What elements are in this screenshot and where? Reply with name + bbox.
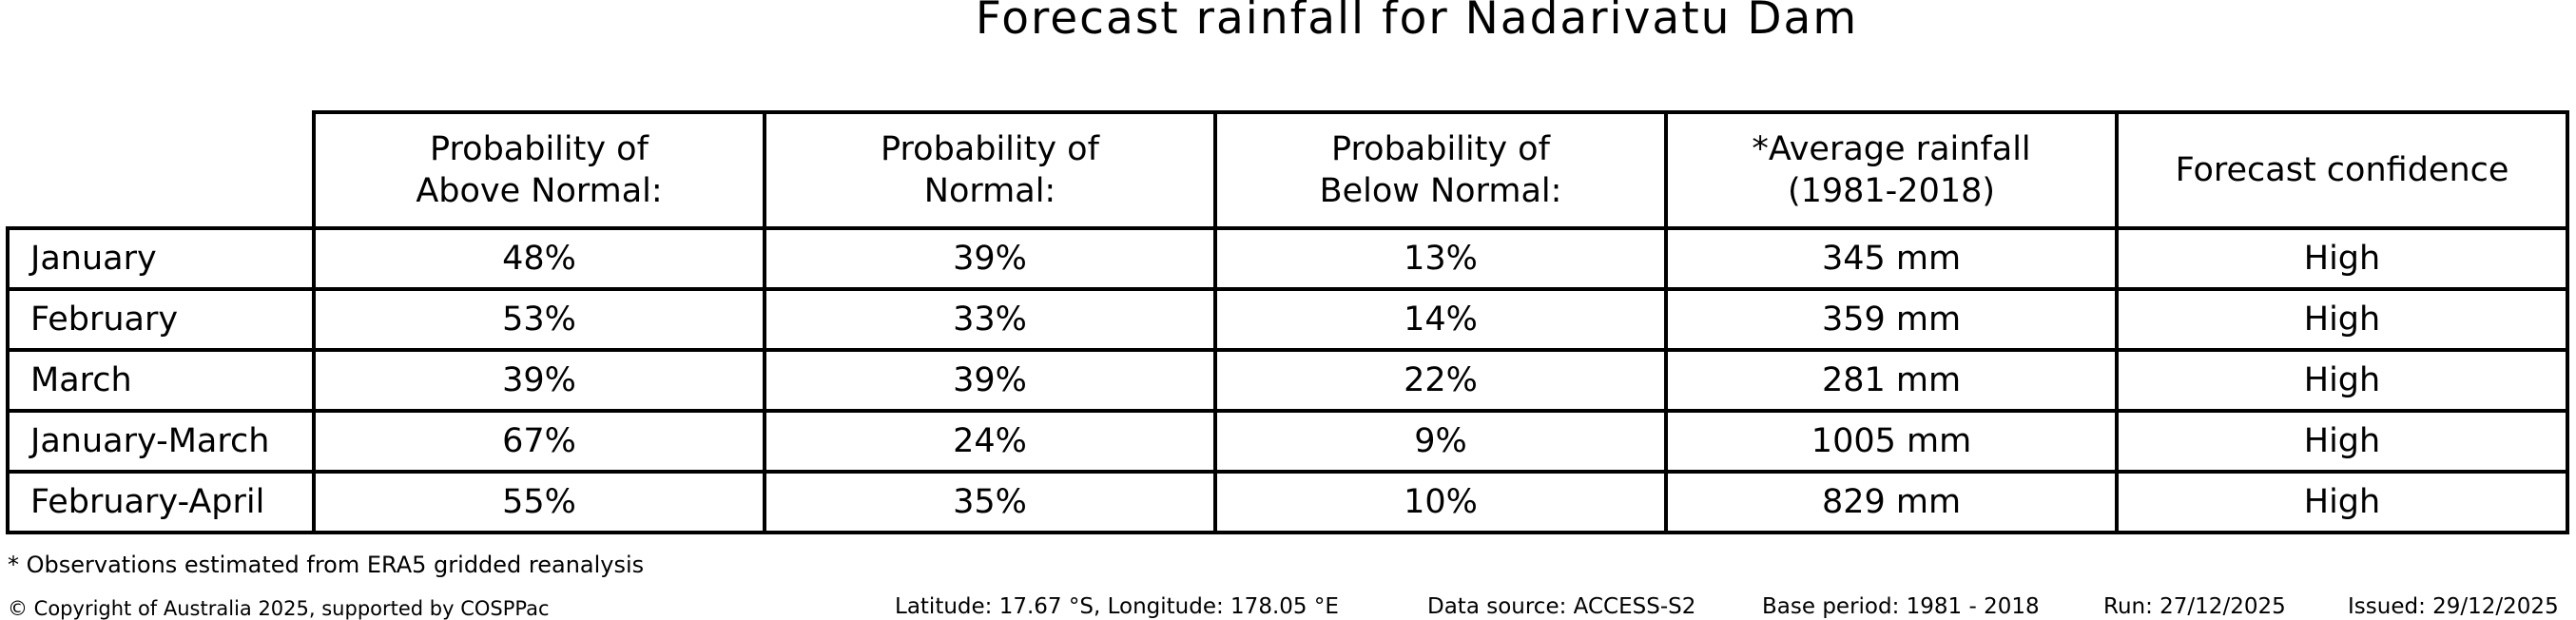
run-date-text: Run: 27/12/2025	[2103, 594, 2286, 619]
table-row-january: January 48% 39% 13% 345 mm High	[6, 226, 2569, 291]
col-header-prob-above-normal: Probability of Above Normal:	[312, 110, 766, 230]
lat-long-text: Latitude: 17.67 °S, Longitude: 178.05 °E	[895, 594, 1339, 619]
cell-prob-above-normal: 67%	[312, 409, 766, 474]
cell-prob-normal: 33%	[763, 287, 1217, 352]
cell-prob-normal: 24%	[763, 409, 1217, 474]
forecast-table: Probability of Above Normal: Probability…	[6, 110, 2569, 534]
cell-average-rainfall: 345 mm	[1664, 226, 2119, 291]
cell-forecast-confidence: High	[2115, 470, 2569, 534]
cell-prob-below-normal: 13%	[1213, 226, 1668, 291]
issued-date-text: Issued: 29/12/2025	[2348, 594, 2559, 619]
col-header-prob-below-normal: Probability of Below Normal:	[1213, 110, 1668, 230]
page-title: Forecast rainfall for Nadarivatu Dam	[975, 0, 1859, 45]
cell-prob-normal: 39%	[763, 226, 1217, 291]
col-header-prob-normal: Probability of Normal:	[763, 110, 1217, 230]
table-row-february: February 53% 33% 14% 359 mm High	[6, 287, 2569, 352]
cell-forecast-confidence: High	[2115, 287, 2569, 352]
row-label: March	[6, 348, 316, 413]
cell-prob-below-normal: 14%	[1213, 287, 1668, 352]
cell-average-rainfall: 1005 mm	[1664, 409, 2119, 474]
corner-cell	[8, 112, 314, 228]
copyright-text: © Copyright of Australia 2025, supported…	[8, 597, 550, 620]
row-label: February-April	[6, 470, 316, 534]
cell-prob-below-normal: 10%	[1213, 470, 1668, 534]
cell-prob-above-normal: 39%	[312, 348, 766, 413]
row-label: January	[6, 226, 316, 291]
cell-prob-below-normal: 9%	[1213, 409, 1668, 474]
cell-forecast-confidence: High	[2115, 226, 2569, 291]
row-label: January-March	[6, 409, 316, 474]
cell-prob-above-normal: 53%	[312, 287, 766, 352]
observations-footnote: * Observations estimated from ERA5 gridd…	[8, 552, 645, 578]
cell-prob-above-normal: 48%	[312, 226, 766, 291]
table-row-march: March 39% 39% 22% 281 mm High	[6, 348, 2569, 413]
cell-average-rainfall: 359 mm	[1664, 287, 2119, 352]
header-row: Probability of Above Normal: Probability…	[8, 110, 2569, 230]
row-label: February	[6, 287, 316, 352]
cell-forecast-confidence: High	[2115, 409, 2569, 474]
cell-prob-normal: 39%	[763, 348, 1217, 413]
base-period-text: Base period: 1981 - 2018	[1762, 594, 2040, 619]
cell-average-rainfall: 829 mm	[1664, 470, 2119, 534]
cell-prob-above-normal: 55%	[312, 470, 766, 534]
col-header-average-rainfall: *Average rainfall (1981-2018)	[1664, 110, 2119, 230]
cell-prob-below-normal: 22%	[1213, 348, 1668, 413]
table-row-january-march: January-March 67% 24% 9% 1005 mm High	[6, 409, 2569, 474]
cell-average-rainfall: 281 mm	[1664, 348, 2119, 413]
table-row-february-april: February-April 55% 35% 10% 829 mm High	[6, 470, 2569, 534]
cell-prob-normal: 35%	[763, 470, 1217, 534]
data-source-text: Data source: ACCESS-S2	[1427, 594, 1696, 619]
cell-forecast-confidence: High	[2115, 348, 2569, 413]
col-header-forecast-confidence: Forecast confidence	[2115, 110, 2569, 230]
